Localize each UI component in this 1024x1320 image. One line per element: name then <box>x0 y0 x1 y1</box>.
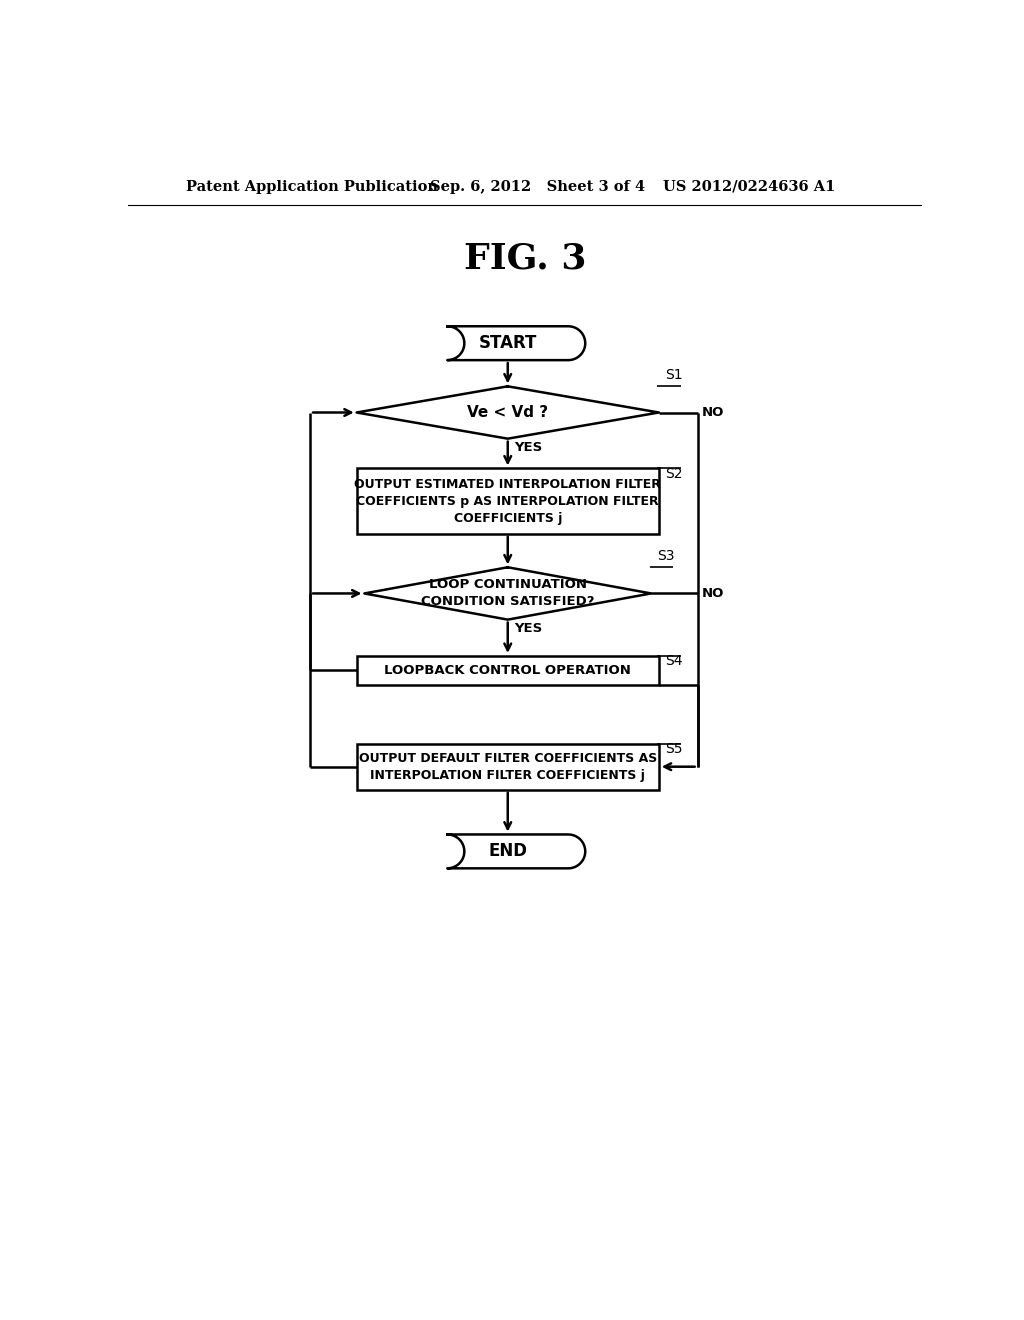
Text: LOOP CONTINUATION
CONDITION SATISFIED?: LOOP CONTINUATION CONDITION SATISFIED? <box>421 578 595 609</box>
Text: Sep. 6, 2012   Sheet 3 of 4: Sep. 6, 2012 Sheet 3 of 4 <box>430 180 645 194</box>
Text: OUTPUT DEFAULT FILTER COEFFICIENTS AS
INTERPOLATION FILTER COEFFICIENTS j: OUTPUT DEFAULT FILTER COEFFICIENTS AS IN… <box>358 751 656 781</box>
Text: Patent Application Publication: Patent Application Publication <box>186 180 438 194</box>
Text: NO: NO <box>701 587 724 601</box>
Polygon shape <box>447 326 586 360</box>
Text: S3: S3 <box>657 549 675 564</box>
Bar <box>356 656 658 685</box>
Text: YES: YES <box>514 622 542 635</box>
FancyBboxPatch shape <box>447 326 568 360</box>
Text: START: START <box>478 334 537 352</box>
Text: NO: NO <box>701 407 724 418</box>
Text: END: END <box>488 842 527 861</box>
Text: LOOPBACK CONTROL OPERATION: LOOPBACK CONTROL OPERATION <box>384 664 631 677</box>
Bar <box>356 469 658 533</box>
Text: FIG. 3: FIG. 3 <box>464 242 586 276</box>
Polygon shape <box>447 834 586 869</box>
Polygon shape <box>356 387 658 438</box>
Text: S1: S1 <box>665 368 683 383</box>
Text: S2: S2 <box>665 467 683 480</box>
Text: S5: S5 <box>665 742 683 756</box>
Bar <box>356 743 658 789</box>
Text: YES: YES <box>514 441 542 454</box>
Text: OUTPUT ESTIMATED INTERPOLATION FILTER
COEFFICIENTS p AS INTERPOLATION FILTER
COE: OUTPUT ESTIMATED INTERPOLATION FILTER CO… <box>354 478 662 524</box>
Text: S4: S4 <box>665 655 683 668</box>
FancyBboxPatch shape <box>447 834 568 869</box>
Text: US 2012/0224636 A1: US 2012/0224636 A1 <box>663 180 836 194</box>
Text: Ve < Vd ?: Ve < Vd ? <box>467 405 548 420</box>
Polygon shape <box>365 568 651 619</box>
